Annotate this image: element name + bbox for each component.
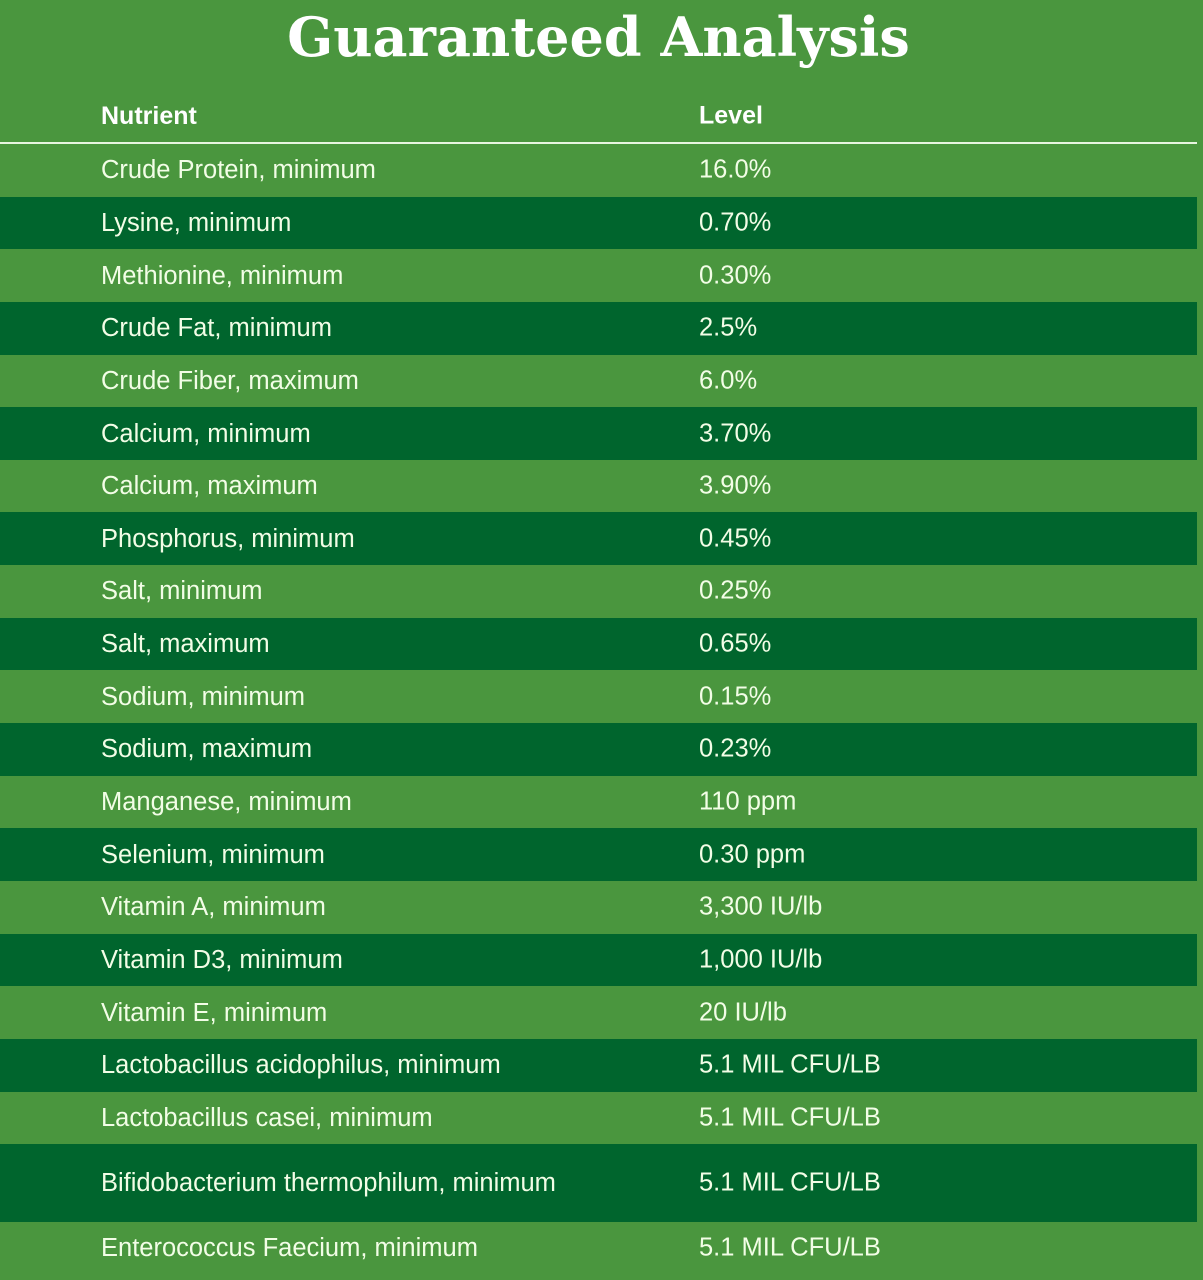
table-row: Selenium, minimum 0.30 ppm: [0, 828, 1197, 881]
level-cell: 5.1 MIL CFU/LB: [699, 1050, 881, 1079]
level-cell: 1,000 IU/lb: [699, 945, 823, 974]
level-cell: 0.25%: [699, 576, 772, 605]
level-cell: 5.1 MIL CFU/LB: [699, 1168, 881, 1197]
level-cell: 3,300 IU/lb: [699, 892, 823, 921]
table-row: Calcium, minimum 3.70%: [0, 407, 1197, 460]
nutrient-cell: Selenium, minimum: [101, 840, 325, 869]
nutrient-cell: Crude Fat, minimum: [101, 314, 332, 343]
nutrient-cell: Crude Fiber, maximum: [101, 366, 359, 395]
level-cell: 110 ppm: [699, 787, 797, 816]
table-row: Sodium, maximum 0.23%: [0, 723, 1197, 776]
table-row: Lactobacillus casei, minimum 5.1 MIL CFU/…: [0, 1092, 1197, 1145]
nutrient-cell: Lactobacillus casei, minimum: [101, 1103, 433, 1132]
nutrient-cell: Crude Protein, minimum: [101, 156, 376, 185]
nutrient-cell: Vitamin E, minimum: [101, 998, 328, 1027]
nutrient-cell: Sodium, minimum: [101, 682, 306, 711]
table-row: Crude Protein, minimum 16.0%: [0, 144, 1197, 197]
nutrient-cell: Calcium, maximum: [101, 472, 318, 501]
table-row: Vitamin E, minimum 20 IU/lb: [0, 986, 1197, 1039]
nutrient-cell: Bifidobacterium thermophilum, minimum: [101, 1169, 556, 1198]
level-cell: 0.15%: [699, 682, 772, 711]
table-row: Vitamin D3, minimum 1,000 IU/lb: [0, 933, 1197, 987]
level-cell: 0.45%: [699, 524, 772, 553]
nutrient-cell: Vitamin A, minimum: [101, 893, 326, 922]
table-row: Crude Fat, minimum 2.5%: [0, 301, 1197, 355]
nutrient-cell: Salt, maximum: [101, 630, 270, 659]
nutrient-cell: Enterococcus Faecium, minimum: [101, 1234, 478, 1263]
table-row: Manganese, minimum 110 ppm: [0, 776, 1197, 829]
level-cell: 20 IU/lb: [699, 998, 787, 1027]
table-header: Nutrient Level: [0, 90, 1197, 144]
table-row: Enterococcus Faecium, minimum 5.1 MIL CFU…: [0, 1222, 1197, 1275]
nutrient-cell: Lysine, minimum: [101, 208, 292, 237]
table-row: Phosphorus, minimum 0.45%: [0, 512, 1197, 566]
level-cell: 5.1 MIL CFU/LB: [699, 1233, 881, 1262]
level-cell: 5.1 MIL CFU/LB: [699, 1103, 881, 1132]
level-cell: 6.0%: [699, 366, 758, 395]
nutrient-cell: Phosphorus, minimum: [101, 524, 355, 553]
page-title: Guaranteed Analysis: [287, 5, 910, 69]
nutrient-cell: Lactobacillus acidophilus, minimum: [101, 1051, 501, 1080]
guaranteed-analysis-table: Nutrient Level Crude Protein, minimum 16.…: [0, 90, 1197, 1275]
header-nutrient: Nutrient: [101, 102, 197, 130]
table-row: Lysine, minimum 0.70%: [0, 196, 1197, 250]
level-cell: 0.30 ppm: [699, 840, 806, 869]
level-cell: 3.70%: [699, 419, 772, 448]
nutrient-cell: Calcium, minimum: [101, 419, 311, 448]
level-cell: 0.65%: [699, 629, 772, 658]
table-row: Lactobacillus acidophilus, minimum 5.1 MI…: [0, 1038, 1197, 1092]
level-cell: 16.0%: [699, 155, 772, 184]
table-row: Sodium, minimum 0.15%: [0, 670, 1197, 723]
table-row: Crude Fiber, maximum 6.0%: [0, 355, 1197, 408]
nutrient-cell: Manganese, minimum: [101, 788, 352, 816]
level-cell: 0.23%: [699, 734, 772, 763]
table-row: Salt, maximum 0.65%: [0, 617, 1197, 671]
nutrient-cell: Sodium, maximum: [101, 735, 313, 764]
header-level: Level: [699, 101, 763, 130]
nutrient-cell: Salt, minimum: [101, 577, 263, 606]
level-cell: 0.30%: [699, 261, 772, 290]
table-row: Methionine, minimum 0.30%: [0, 249, 1197, 302]
table-row: Vitamin A, minimum 3,300 IU/lb: [0, 881, 1197, 934]
table-row: Calcium, maximum 3.90%: [0, 460, 1197, 513]
nutrient-cell: Vitamin D3, minimum: [101, 945, 343, 974]
level-cell: 3.90%: [699, 471, 772, 500]
table-row: Salt, minimum 0.25%: [0, 565, 1197, 618]
nutrient-cell: Methionine, minimum: [101, 261, 344, 290]
level-cell: 0.70%: [699, 208, 772, 237]
level-cell: 2.5%: [699, 313, 758, 342]
table-row: Bifidobacterium thermophilum, minimum 5.1…: [0, 1144, 1197, 1223]
